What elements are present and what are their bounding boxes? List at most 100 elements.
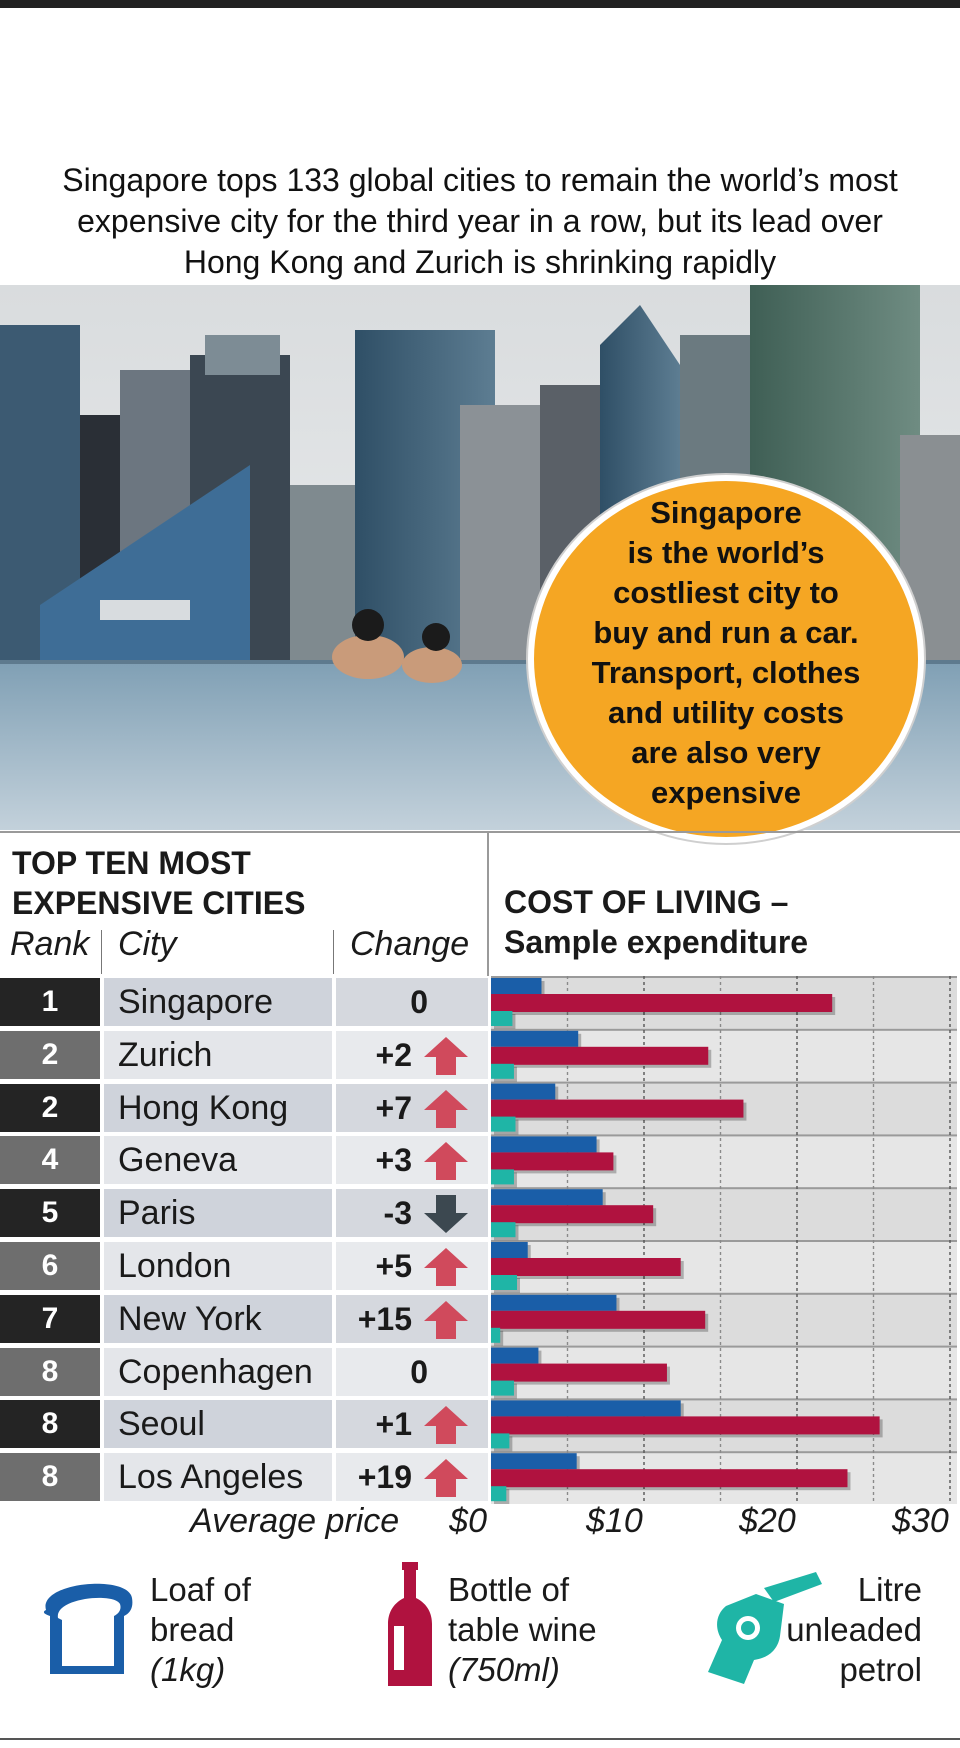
bar-petrol xyxy=(491,1116,516,1132)
rank-cell: 5 xyxy=(0,1189,100,1238)
cost-title-line-1: COST OF LIVING – xyxy=(504,884,789,920)
arrow-up-icon xyxy=(424,1248,468,1286)
chart-row-divider xyxy=(491,1187,957,1190)
bar-wine xyxy=(491,1416,880,1435)
bar-bread xyxy=(491,1400,681,1417)
chart-row-divider xyxy=(491,1345,957,1348)
change-cell: +5 xyxy=(336,1242,488,1290)
ranking-title-line-1: TOP TEN MOST xyxy=(12,845,251,881)
rank-cell: 1 xyxy=(0,978,100,1026)
change-value: 0 xyxy=(410,1353,428,1390)
intro-text: Singapore tops 133 global cities to rema… xyxy=(0,160,960,283)
callout-line-8: expensive xyxy=(651,775,801,810)
bar-wine xyxy=(491,1363,667,1382)
city-cell: Seoul xyxy=(104,1400,332,1449)
arrow-up-icon xyxy=(424,1089,468,1128)
bar-bread xyxy=(491,1189,603,1206)
ranking-title-line-2: EXPENSIVE CITIES xyxy=(12,885,306,921)
bar-bread xyxy=(491,1242,528,1258)
change-cell: 0 xyxy=(336,1347,488,1396)
rank-cell: 6 xyxy=(0,1242,100,1290)
change-value: +2 xyxy=(375,1036,412,1073)
legend-bread-line-3: (1kg) xyxy=(150,1651,226,1688)
callout-line-3: costliest city to xyxy=(613,575,839,610)
city-cell: Copenhagen xyxy=(104,1347,332,1396)
legend-petrol-line-1: Litre xyxy=(857,1571,922,1608)
bar-wine xyxy=(491,1099,744,1118)
table-row: 4 Geneva +3 xyxy=(0,1136,488,1185)
bar-petrol xyxy=(491,1433,510,1449)
bar-bread xyxy=(491,978,542,994)
rank-cell: 4 xyxy=(0,1136,100,1185)
bar-petrol xyxy=(491,1486,507,1502)
rank-cell: 8 xyxy=(0,1347,100,1396)
legend-wine-line-2: table wine xyxy=(448,1611,597,1648)
table-row: 8 Copenhagen 0 xyxy=(0,1347,488,1396)
change-cell: +19 xyxy=(336,1453,488,1502)
rank-cell: 7 xyxy=(0,1294,100,1343)
city-cell: Zurich xyxy=(104,1030,332,1079)
bar-wine xyxy=(491,1152,614,1171)
bar-petrol xyxy=(491,1275,518,1290)
arrow-down-icon xyxy=(424,1195,468,1234)
table-row: 2 Hong Kong +7 xyxy=(0,1083,488,1132)
skyline-pool-photo xyxy=(0,285,960,830)
header-divider-city xyxy=(101,930,102,974)
table-row: 6 London +5 xyxy=(0,1242,488,1290)
chart-row-divider xyxy=(491,1028,957,1031)
legend-bread-line-2: bread xyxy=(150,1611,235,1648)
change-cell: 0 xyxy=(336,978,488,1026)
cost-bar-chart xyxy=(489,976,957,1505)
bar-wine xyxy=(491,994,833,1012)
bar-petrol xyxy=(491,1327,501,1343)
bar-wine xyxy=(491,1310,706,1329)
bottom-rule xyxy=(0,1738,960,1740)
bar-bread xyxy=(491,1453,577,1470)
legend-bread: Loaf of bread (1kg) xyxy=(150,1570,251,1690)
legend-petrol-line-3: petrol xyxy=(839,1651,922,1688)
callout-line-7: are also very xyxy=(631,735,821,770)
intro-line-3: Hong Kong and Zurich is shrinking rapidl… xyxy=(183,244,777,280)
legend-wine-line-3: (750ml) xyxy=(448,1651,560,1688)
table-row: 2 Zurich +2 xyxy=(0,1030,488,1079)
arrow-up-icon xyxy=(424,1406,468,1445)
change-cell: +1 xyxy=(336,1400,488,1449)
bar-petrol xyxy=(491,1169,514,1185)
callout-line-5: Transport, clothes xyxy=(591,655,861,690)
top-rule xyxy=(0,0,960,8)
arrow-up-icon xyxy=(424,1142,468,1181)
city-cell: Singapore xyxy=(104,978,332,1026)
bar-bread xyxy=(491,1136,597,1153)
legend-petrol: Litre unleaded petrol xyxy=(760,1570,922,1690)
axis-tick-label: $10 xyxy=(586,1502,643,1540)
arrow-up-icon xyxy=(424,1300,468,1339)
rank-cell: 2 xyxy=(0,1030,100,1079)
city-cell: Hong Kong xyxy=(104,1083,332,1132)
cost-title: COST OF LIVING – Sample expenditure xyxy=(504,882,808,962)
ranking-title: TOP TEN MOST EXPENSIVE CITIES xyxy=(12,843,305,923)
bar-petrol xyxy=(491,1380,514,1396)
change-value: +3 xyxy=(375,1142,412,1179)
bar-bread xyxy=(491,1347,539,1364)
city-cell: Paris xyxy=(104,1189,332,1238)
chart-row-divider xyxy=(491,1398,957,1401)
bread-icon xyxy=(43,1583,133,1674)
table-row: 8 Seoul +1 xyxy=(0,1400,488,1449)
wine-bottle-icon xyxy=(388,1562,432,1686)
section-divider xyxy=(0,831,960,833)
chart-row-divider xyxy=(491,976,957,978)
rank-cell: 8 xyxy=(0,1453,100,1502)
change-value: +19 xyxy=(357,1459,412,1496)
change-value: +15 xyxy=(357,1300,412,1337)
table-row: 5 Paris -3 xyxy=(0,1189,488,1238)
fuel-nozzle-icon xyxy=(708,1572,822,1684)
intro-line-2: expensive city for the third year in a r… xyxy=(77,203,883,239)
city-cell: Los Angeles xyxy=(104,1453,332,1502)
change-value: +5 xyxy=(375,1248,412,1284)
change-cell: +15 xyxy=(336,1294,488,1343)
bar-wine xyxy=(491,1258,681,1276)
bar-wine xyxy=(491,1205,654,1224)
change-header: Change xyxy=(350,925,470,963)
city-cell: Geneva xyxy=(104,1136,332,1185)
change-value: 0 xyxy=(410,984,428,1020)
